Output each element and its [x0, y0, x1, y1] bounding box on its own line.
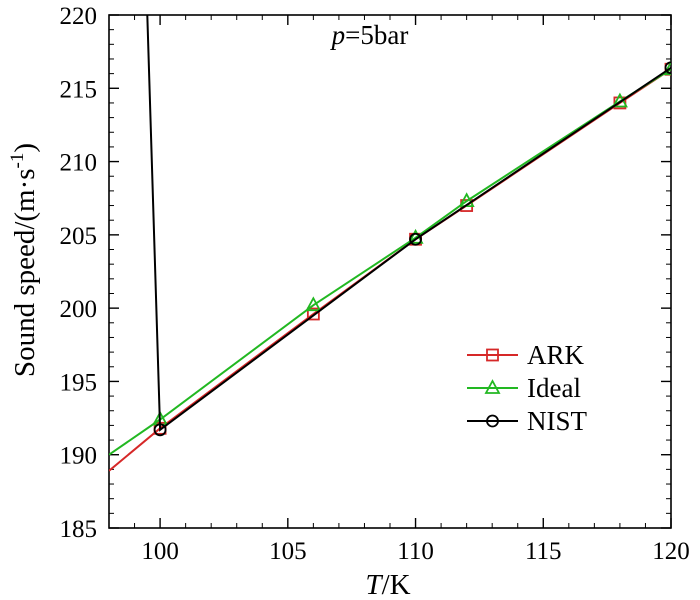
legend-marker-ideal	[484, 379, 501, 394]
legend-marker-nist	[486, 414, 499, 428]
y-tick-label: 190	[60, 443, 98, 470]
y-tick-label: 210	[60, 150, 98, 177]
y-tick-label: 220	[60, 3, 98, 30]
series-ark	[109, 62, 671, 472]
x-tick-label: 105	[269, 538, 307, 565]
y-tick-label: 215	[60, 76, 98, 103]
pressure-annotation: p=5bar	[330, 20, 409, 50]
series-point-ark	[306, 307, 320, 321]
series-point-nist	[664, 61, 671, 75]
series-point-nist	[409, 232, 422, 246]
axis-ticks: 100 105 110 115 120 185 190 195 200 205 210 215 220	[60, 3, 690, 565]
series-group	[109, 15, 671, 472]
legend-label-ark: ARK	[527, 340, 585, 370]
y-tick-label: 195	[60, 369, 98, 396]
x-tick-label: 100	[141, 538, 179, 565]
series-line-nist	[146, 15, 671, 432]
plot-frame	[108, 14, 672, 529]
series-point-ideal	[305, 296, 322, 312]
x-tick-label: 115	[525, 538, 562, 565]
series-line-ideal	[109, 68, 671, 456]
legend-label-ideal: Ideal	[527, 373, 581, 403]
legend-marker-ark	[486, 348, 499, 362]
y-axis-title: Sound speed/(m·s-1)	[7, 143, 41, 377]
series-nist	[146, 15, 671, 437]
x-tick-label: 120	[652, 538, 690, 565]
legend-label-nist: NIST	[527, 406, 588, 436]
x-axis-title: T/K	[365, 569, 410, 600]
series-point-ideal	[662, 60, 671, 76]
x-tick-label: 110	[397, 538, 434, 565]
plot-area-border	[108, 14, 672, 529]
series-point-nist	[153, 423, 167, 437]
y-tick-label: 185	[60, 516, 98, 543]
y-tick-label: 200	[60, 296, 98, 323]
y-tick-label: 205	[60, 223, 98, 250]
